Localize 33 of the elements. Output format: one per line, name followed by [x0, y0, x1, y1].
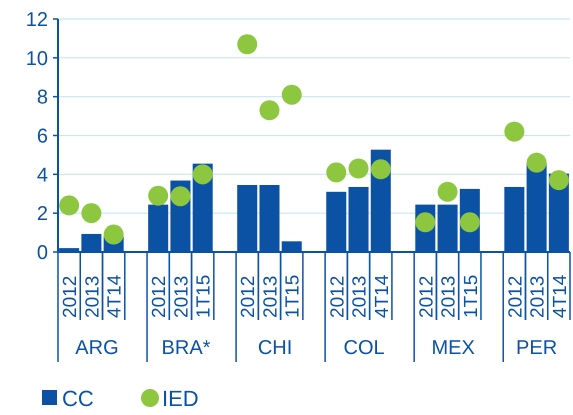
x-tick-label: 2012 — [149, 276, 170, 318]
y-tick-label: 12 — [26, 9, 48, 31]
text: BRA* — [162, 337, 211, 359]
y-tick-label: 0 — [36, 242, 48, 264]
legend-label: IED — [162, 386, 199, 411]
x-tick-label: 2012 — [327, 276, 348, 318]
x-tick-label: 2013 — [171, 276, 192, 318]
x-tick-label: 4T14 — [104, 274, 126, 318]
y-tick-label: 4 — [36, 164, 48, 186]
x-tick-label: 1T15 — [194, 274, 215, 318]
y-tick-label: 6 — [36, 126, 48, 148]
x-tick-label: 2013 — [350, 276, 371, 318]
x-tick-label: 4T14 — [550, 274, 571, 318]
x-tick-label: 2012 — [238, 276, 260, 318]
x-tick-label: 2013 — [260, 276, 282, 318]
text: MEX — [431, 337, 475, 359]
x-tick-label: 1T15 — [460, 274, 482, 318]
text: CHI — [258, 337, 292, 359]
x-tick-label: 2013 — [82, 276, 104, 318]
x-tick-label: 1T15 — [282, 274, 304, 318]
x-tick-label: 2013 — [438, 276, 460, 318]
x-tick-label: 2012 — [416, 276, 438, 318]
y-tick-label: 8 — [36, 86, 48, 109]
x-tick-label: 2013 — [528, 276, 549, 318]
x-tick-label: 2012 — [60, 276, 82, 318]
y-tick-label: 10 — [26, 48, 48, 70]
text: COL — [344, 337, 385, 359]
x-tick-label: 2012 — [505, 276, 526, 318]
text: PER — [516, 337, 558, 359]
x-tick-label: 4T14 — [372, 274, 393, 318]
text: ARG — [75, 337, 119, 359]
y-tick-label: 2 — [36, 203, 48, 226]
legend-label: CC — [62, 386, 94, 411]
